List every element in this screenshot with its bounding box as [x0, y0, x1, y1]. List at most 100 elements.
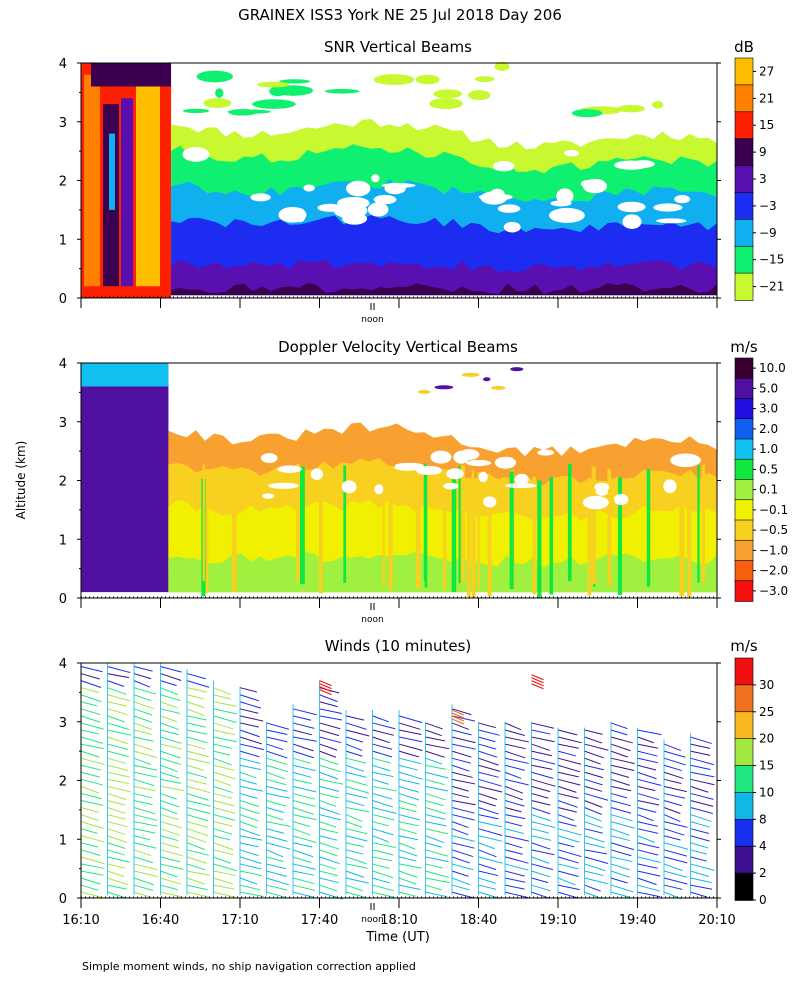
colorbar-swatch [734, 57, 754, 86]
wind-barb [398, 807, 417, 813]
wind-barb [425, 849, 448, 857]
wind-barb [504, 785, 524, 794]
wind-barb [584, 842, 605, 849]
wind-barb [107, 736, 128, 745]
wind-barb-strong [319, 680, 332, 687]
wind-barb [584, 729, 603, 735]
wind-barb [133, 835, 151, 841]
wind-barb [531, 863, 553, 871]
wind-barb [451, 814, 475, 821]
wind-barb [319, 771, 339, 780]
wind-barb [557, 877, 576, 886]
wind-barb [398, 715, 423, 724]
wind-barb [266, 884, 288, 891]
wind-barb [213, 785, 233, 794]
wind-barb [663, 877, 688, 885]
wind-barb [160, 722, 179, 731]
wind-barb [398, 785, 420, 793]
wind-barb [160, 821, 183, 829]
wind-barb [610, 856, 633, 863]
wind-barb [637, 792, 659, 801]
wind-barb [213, 807, 236, 814]
wind-barb [266, 891, 286, 898]
wind-barb [478, 863, 497, 871]
wind-barb [372, 870, 394, 879]
colorbar-tick-label: 27 [759, 64, 774, 78]
wind-barb [557, 743, 579, 749]
doppler-patch [510, 367, 524, 372]
wind-barb [637, 736, 654, 744]
wind-barb [107, 694, 131, 702]
wind-barb [160, 842, 180, 849]
doppler-streak [458, 465, 461, 584]
wind-barb [160, 680, 177, 687]
wind-barb [133, 771, 158, 778]
wind-barb [372, 757, 392, 764]
wind-barb [239, 694, 260, 702]
wind-barb [133, 884, 154, 891]
wind-barb [398, 870, 418, 878]
wind-barb [557, 849, 582, 858]
wind-barb [531, 757, 556, 765]
wind-barb [584, 884, 601, 892]
wind-barb [80, 722, 104, 730]
wind-barb [372, 729, 394, 736]
wind-barb [478, 842, 495, 850]
snr-gap [250, 193, 271, 202]
wind-barb [319, 863, 336, 870]
wind-barb [478, 729, 500, 736]
wind-barb [319, 807, 341, 815]
wind-barb [239, 771, 257, 779]
wind-barb [345, 715, 365, 721]
snr-patch [269, 86, 287, 97]
wind-barb [80, 764, 102, 771]
wind-barb [690, 884, 713, 890]
wind-barb [345, 764, 365, 772]
wind-barb [80, 673, 100, 680]
wind-barb [478, 771, 499, 778]
noon-label: noon [361, 915, 383, 925]
wind-barb [80, 828, 98, 834]
wind-barb [663, 807, 681, 814]
doppler-streak [415, 471, 421, 589]
wind-barb [690, 807, 713, 814]
wind-barb [107, 814, 126, 820]
wind-barb [504, 849, 523, 855]
time-tick-label: 17:10 [221, 913, 258, 928]
wind-barb [186, 849, 209, 856]
wind-barb [478, 835, 503, 842]
wind-barb [133, 877, 155, 886]
colorbar-tick-label: 2 [759, 866, 767, 880]
wind-barb [160, 863, 184, 870]
wind-barb [133, 799, 153, 806]
wind-barb [531, 736, 555, 743]
snr-patch [429, 98, 463, 110]
wind-barb [239, 722, 259, 728]
wind-barb [531, 729, 551, 735]
wind-barb [690, 842, 709, 849]
colorbar-tick-label: 0.1 [759, 483, 778, 497]
wind-barb [160, 849, 183, 857]
doppler-streak [532, 476, 537, 595]
wind-barb [239, 729, 260, 738]
wind-barb [690, 764, 711, 770]
wind-barb [531, 877, 549, 884]
wind-barb [160, 785, 185, 792]
wind-barb [319, 736, 342, 744]
wind-barb [319, 821, 337, 828]
wind-barb [663, 792, 686, 799]
wind-barb [239, 870, 262, 877]
wind-barb [107, 764, 129, 771]
wind-barb [80, 708, 101, 716]
wind-barb [584, 771, 604, 779]
doppler-region [81, 363, 169, 387]
snr-patch [474, 76, 495, 83]
snr-patch [467, 90, 491, 101]
wind-barb [186, 891, 209, 898]
wind-barb [425, 757, 443, 765]
wind-barb [663, 771, 684, 779]
wind-barb [637, 884, 660, 892]
wind-barb [186, 828, 209, 837]
wind-barb [186, 799, 211, 807]
wind-barb [478, 757, 499, 766]
